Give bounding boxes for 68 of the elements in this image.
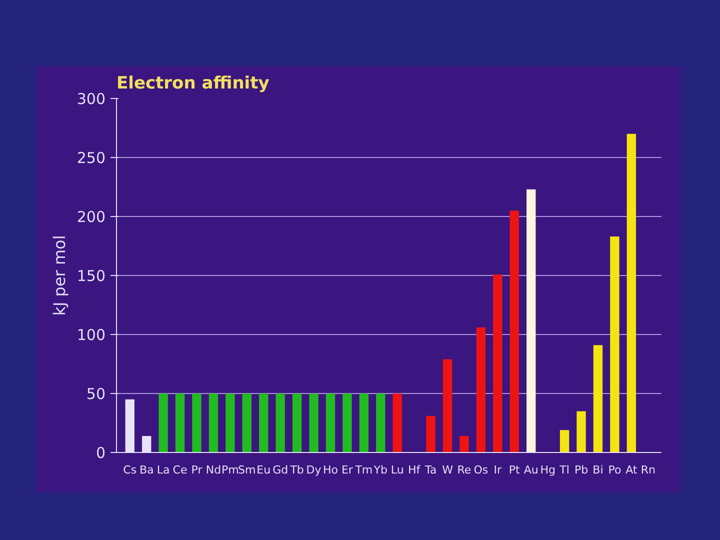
bar (476, 327, 486, 452)
x-tick-label: Eu (256, 464, 271, 476)
bar (309, 394, 318, 452)
y-tick-label: 50 (86, 385, 106, 403)
bar (442, 359, 452, 452)
bar (359, 394, 369, 452)
bar (626, 134, 636, 452)
x-tick-label: Gd (272, 464, 288, 476)
x-tick-label: Bi (592, 464, 604, 476)
bar (526, 189, 536, 452)
x-tick-label: Pr (191, 464, 203, 476)
x-tick-label: Re (457, 464, 472, 476)
y-tick-label: 250 (76, 149, 106, 167)
bar (510, 210, 519, 452)
x-tick-label: Ho (322, 464, 338, 476)
y-tick-label: 200 (76, 208, 106, 226)
y-tick-label: 300 (76, 90, 106, 108)
bar (326, 394, 336, 452)
x-tick-label: Sm (238, 464, 256, 476)
bar (158, 394, 168, 452)
bar (226, 394, 235, 452)
x-tick-label: Nd (206, 464, 222, 476)
bar (460, 436, 469, 452)
x-tick-label: Po (608, 464, 622, 476)
bar (593, 345, 603, 452)
bar (493, 274, 502, 452)
x-tick-label: Lu (390, 464, 404, 476)
x-tick-label: Ce (172, 464, 188, 476)
bar (259, 394, 268, 452)
x-tick-label: Hf (408, 464, 422, 476)
x-tick-label: Tl (558, 464, 570, 476)
x-tick-label: Rn (640, 464, 656, 476)
bar (342, 394, 352, 452)
x-tick-label: Ba (139, 464, 154, 476)
y-tick-label: 150 (76, 267, 106, 285)
bar (292, 394, 302, 452)
bar (576, 411, 586, 452)
x-tick-label: Dy (306, 464, 322, 476)
bar (560, 430, 570, 452)
x-tick-label: Tb (289, 464, 304, 476)
x-tick-label: La (156, 464, 170, 476)
bar (242, 394, 252, 452)
x-tick-label: Pb (574, 464, 588, 476)
x-tick-label: Ta (424, 464, 437, 476)
x-tick-label: Os (474, 464, 488, 476)
x-tick-label: W (442, 464, 454, 476)
bar (175, 394, 185, 452)
y-tick-label: 0 (96, 444, 106, 462)
chart-title: Electron affinity (116, 74, 270, 94)
y-axis-title: kJ per mol (50, 235, 69, 316)
bar (376, 394, 386, 452)
x-tick-label: Pm (222, 464, 239, 476)
x-tick-label: Yb (372, 464, 388, 476)
x-tick-label: Ir (494, 464, 502, 476)
bar (610, 236, 620, 452)
y-tick-label: 100 (76, 326, 106, 344)
bar (276, 394, 285, 452)
x-tick-label: Er (341, 464, 354, 476)
bar (192, 394, 202, 452)
x-tick-label: At (626, 464, 638, 476)
bar (392, 394, 402, 452)
x-tick-label: Pt (508, 464, 521, 476)
x-tick-label: Cs (123, 464, 137, 476)
bar (426, 416, 436, 452)
x-tick-label: Au (524, 464, 538, 476)
x-tick-label: Tm (354, 464, 373, 476)
x-tick-label: Hg (540, 464, 556, 476)
bar (208, 394, 218, 452)
